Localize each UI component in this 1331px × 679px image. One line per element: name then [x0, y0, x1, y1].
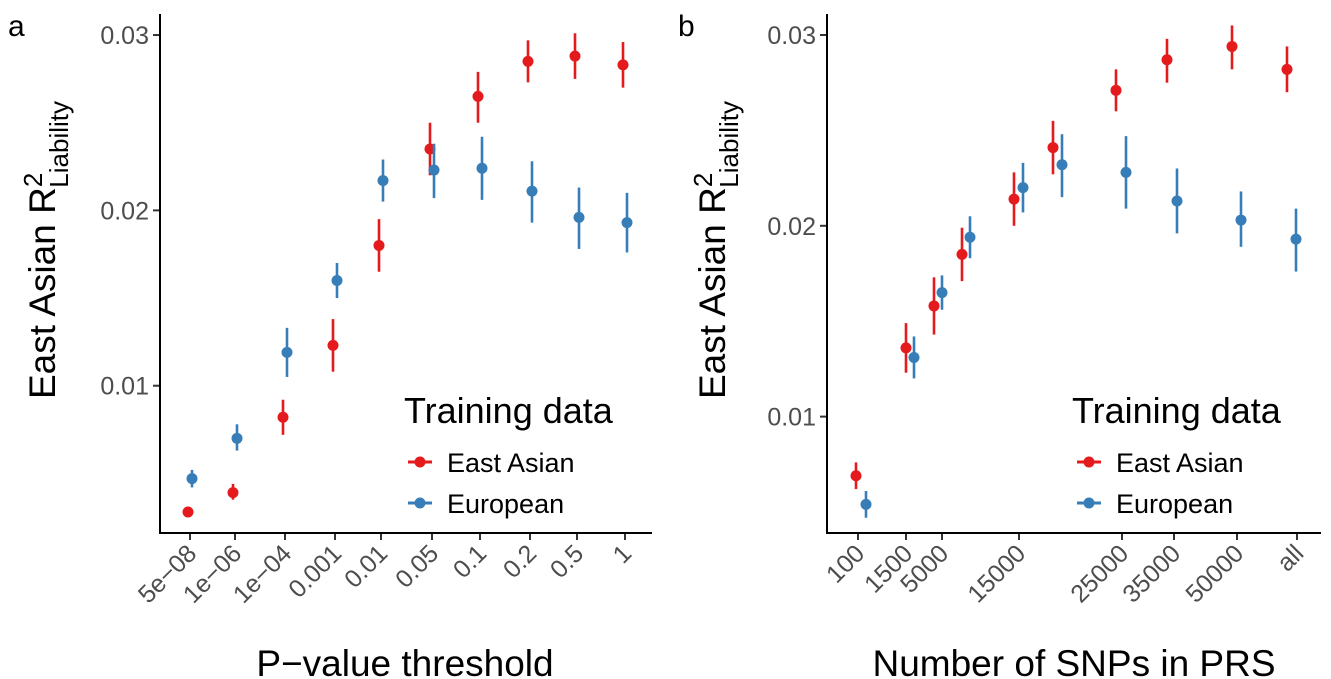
panel-a-point-european-0: [186, 473, 198, 485]
panel-a-point-east-asian-0: [182, 506, 194, 518]
panel-a-y-tick-label-0-01: 0.01: [100, 373, 149, 401]
panel-b-point-east-asian-9: [1281, 63, 1293, 75]
panel-a-point-european-1: [231, 432, 243, 444]
panel-a-data-marks: [182, 33, 633, 518]
panel-b-x-tick-label-25000: 25000: [1065, 539, 1134, 608]
panel-a-legend-key-european-point: [414, 497, 426, 509]
panel-b-point-east-asian-4: [1008, 193, 1020, 205]
panel-b-legend-label-european: European: [1116, 489, 1233, 519]
panel-b-point-east-asian-5: [1047, 142, 1059, 154]
panel-b-legend-key-european-point: [1083, 497, 1095, 509]
panel-a-point-european-2: [281, 346, 293, 358]
panel-b-point-european-8: [1235, 214, 1247, 226]
panel-b-point-east-asian-8: [1226, 40, 1238, 52]
panel-a-y-axis-title-main: East Asian R: [22, 187, 63, 399]
panel-a-point-east-asian-3: [327, 339, 339, 351]
panel-b-legend-label-east-asian: East Asian: [1116, 448, 1244, 478]
panel-a-point-east-asian-8: [569, 50, 581, 62]
panel-b-legend-title: Training data: [1072, 390, 1282, 431]
panel-a-x-tick-label-0-2: 0.2: [498, 539, 542, 583]
panel-a-legend-label-east-asian: East Asian: [447, 448, 575, 478]
panel-a-label: a: [8, 10, 25, 43]
panel-b-y-axis-title-sub: Liability: [714, 101, 744, 188]
panel-b-x-axis-title: Number of SNPs in PRS: [872, 643, 1275, 679]
panel-a-point-east-asian-7: [522, 55, 534, 67]
panel-a-legend-title: Training data: [404, 390, 614, 431]
panel-b-data-marks: [850, 25, 1302, 518]
panel-b-y-tick-label-0-03: 0.03: [767, 22, 816, 50]
panel-a-point-east-asian-9: [617, 59, 629, 71]
panel-a-point-european-9: [621, 217, 633, 229]
panel-a-point-east-asian-2: [277, 411, 289, 423]
panel-a-legend-label-european: European: [447, 489, 564, 519]
panel-b-point-east-asian-2: [928, 300, 940, 312]
panel-b-point-european-6: [1120, 166, 1132, 178]
panel-b-point-european-0: [860, 498, 872, 510]
panel-a-point-european-8: [573, 211, 585, 223]
panel-b-y-axis-title-sup: 2: [688, 173, 718, 187]
panel-a-y-tick-label-0-03: 0.03: [100, 22, 149, 50]
panel-b-point-east-asian-0: [850, 470, 862, 482]
panel-a-legend-key-east-asian-point: [414, 456, 426, 468]
panel-b-legend: Training data East Asian European: [1072, 390, 1282, 519]
panel-a-x-tick-label-0-05: 0.05: [390, 539, 444, 593]
panel-a-x-tick-label-0-1: 0.1: [448, 539, 492, 583]
panel-b-y-axis-title-main: East Asian R: [692, 187, 733, 399]
panel-b-label: b: [678, 10, 695, 43]
panel-a-point-european-6: [476, 162, 488, 174]
panel-a-x-tick-label-0-5: 0.5: [545, 539, 589, 583]
panel-b-point-european-4: [1017, 182, 1029, 194]
panel-a-point-east-asian-1: [227, 487, 239, 499]
panel-a-y-tick-label-0-02: 0.02: [100, 197, 149, 225]
panel-a-point-european-4: [377, 175, 389, 187]
panel-b-point-east-asian-6: [1110, 84, 1122, 96]
panel-b-point-european-3: [964, 231, 976, 243]
panel-b-point-european-7: [1171, 195, 1183, 207]
panel-b-point-east-asian-3: [956, 248, 968, 260]
panel-a-point-european-7: [526, 185, 538, 197]
panel-a-y-axis-title-sup: 2: [18, 173, 48, 187]
panel-b-y-tick-label-0-02: 0.02: [767, 213, 816, 241]
panel-a-x-axis-title: P−value threshold: [256, 643, 553, 679]
panel-b-x-tick-label-35000: 35000: [1117, 539, 1186, 608]
panel-a-point-european-5: [428, 164, 440, 176]
panel-b-x-tick-label-15000: 15000: [962, 539, 1031, 608]
panel-a-point-european-3: [331, 275, 343, 287]
panel-b-point-european-2: [936, 287, 948, 299]
panel-b-y-axis-ticks: 0.01 0.02 0.03: [767, 22, 827, 432]
panel-a-y-axis-title: East Asian R2Liability: [18, 101, 74, 399]
panel-a: a 0.010.020.03 5e−081e−061e−040.0010.010…: [8, 10, 652, 679]
panel-b-x-tick-label-all: all: [1272, 539, 1309, 576]
panel-a-point-east-asian-6: [472, 90, 484, 102]
panel-a-y-axis-title-sub: Liability: [44, 101, 74, 188]
panel-b-point-european-5: [1056, 159, 1068, 171]
panel-a-point-east-asian-4: [373, 239, 385, 251]
panel-a-x-tick-label-0-01: 0.01: [339, 539, 393, 593]
panel-b-legend-key-east-asian-point: [1083, 456, 1095, 468]
panel-b-y-tick-label-0-01: 0.01: [767, 404, 816, 432]
panel-b-x-tick-label-50000: 50000: [1180, 539, 1249, 608]
panel-b-point-east-asian-7: [1161, 54, 1173, 66]
panel-b-point-european-1: [908, 351, 920, 363]
panel-b-point-european-9: [1290, 233, 1302, 245]
panel-a-x-tick-label-0-001: 0.001: [283, 539, 347, 603]
panel-a-x-tick-label-1: 1: [608, 539, 638, 569]
panel-a-y-axis-ticks: 0.01 0.02 0.03: [100, 22, 160, 401]
panel-b-point-east-asian-1: [900, 342, 912, 354]
panel-a-legend: Training data East Asian European: [404, 390, 614, 519]
panel-b-y-axis-title: East Asian R2Liability: [688, 101, 744, 399]
panel-a-x-tick-label-1e-04: 1e−04: [228, 539, 298, 609]
